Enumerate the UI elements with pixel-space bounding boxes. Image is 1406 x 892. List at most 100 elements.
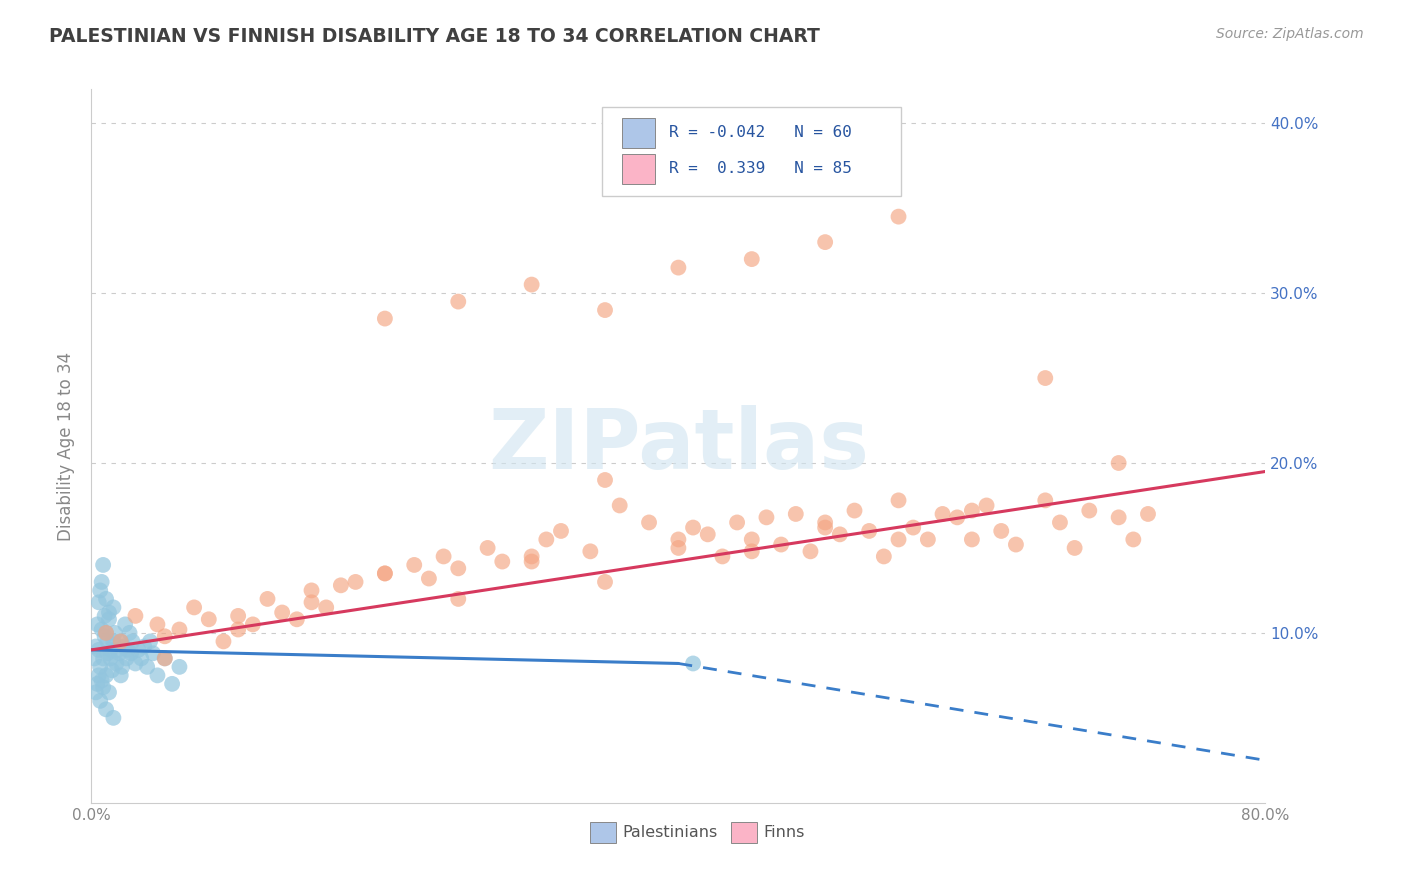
Point [374, 566, 396, 581]
Point [301, 583, 323, 598]
Point [112, 640, 135, 654]
Point [110, 634, 132, 648]
Point [960, 533, 983, 547]
Bar [621, 118, 655, 148]
Text: ZIPatlas: ZIPatlas [488, 406, 869, 486]
Point [153, 651, 176, 665]
Point [87, 595, 110, 609]
Point [153, 629, 176, 643]
Point [142, 646, 165, 660]
Text: R = -0.042   N = 60: R = -0.042 N = 60 [669, 125, 852, 139]
Point [134, 640, 156, 654]
Point [593, 303, 616, 318]
Point [609, 499, 631, 513]
Point [94, 626, 117, 640]
Point [858, 524, 880, 538]
Point [814, 516, 837, 530]
Point [169, 660, 191, 674]
Point [1063, 541, 1085, 555]
Bar [621, 154, 655, 184]
Point [329, 578, 352, 592]
Point [84, 640, 107, 654]
Point [1108, 456, 1130, 470]
Point [960, 503, 983, 517]
Point [550, 524, 572, 538]
Point [711, 549, 734, 564]
Point [114, 617, 136, 632]
Point [129, 651, 152, 665]
Point [197, 612, 219, 626]
Point [118, 626, 141, 640]
Point [110, 634, 132, 648]
Point [94, 702, 117, 716]
Point [136, 660, 159, 674]
Point [770, 537, 793, 551]
Point [183, 600, 205, 615]
Point [91, 558, 114, 572]
Point [127, 643, 149, 657]
Point [93, 608, 115, 623]
Point [94, 668, 117, 682]
Point [301, 595, 323, 609]
Point [103, 634, 125, 648]
Point [741, 533, 763, 547]
Point [374, 566, 396, 581]
Point [828, 527, 851, 541]
Point [741, 544, 763, 558]
Point [146, 617, 169, 632]
Point [1078, 503, 1101, 517]
Point [887, 493, 910, 508]
Point [98, 685, 121, 699]
Point [101, 663, 124, 677]
Point [903, 520, 925, 534]
Point [755, 510, 778, 524]
Point [418, 572, 440, 586]
Point [520, 277, 543, 292]
Point [666, 541, 689, 555]
Point [110, 668, 132, 682]
Text: R =  0.339   N = 85: R = 0.339 N = 85 [669, 161, 852, 176]
Point [87, 643, 110, 657]
Point [87, 668, 110, 682]
Point [344, 574, 367, 589]
Point [84, 685, 107, 699]
Point [887, 210, 910, 224]
Bar [731, 822, 756, 844]
Point [139, 634, 162, 648]
Point [83, 651, 105, 665]
Point [1136, 507, 1159, 521]
Point [271, 606, 294, 620]
Point [887, 533, 910, 547]
Point [520, 555, 543, 569]
Point [90, 673, 112, 688]
Point [1122, 533, 1144, 547]
Point [814, 520, 837, 534]
Point [315, 600, 337, 615]
Point [593, 473, 616, 487]
Point [100, 643, 122, 657]
Point [108, 646, 131, 660]
Point [536, 533, 558, 547]
Point [212, 634, 235, 648]
Point [741, 252, 763, 266]
Point [94, 591, 117, 606]
Point [1005, 537, 1028, 551]
Point [520, 549, 543, 564]
Point [696, 527, 718, 541]
Point [90, 574, 112, 589]
Point [96, 646, 118, 660]
Point [1033, 371, 1056, 385]
Point [90, 623, 112, 637]
Point [91, 680, 114, 694]
Point [89, 660, 111, 674]
Text: Palestinians: Palestinians [621, 825, 717, 840]
Point [86, 617, 108, 632]
Point [799, 544, 821, 558]
Point [682, 520, 704, 534]
Point [96, 634, 118, 648]
FancyBboxPatch shape [602, 107, 901, 196]
Point [256, 591, 278, 606]
Point [93, 629, 115, 643]
Text: Source: ZipAtlas.com: Source: ZipAtlas.com [1216, 27, 1364, 41]
Point [91, 651, 114, 665]
